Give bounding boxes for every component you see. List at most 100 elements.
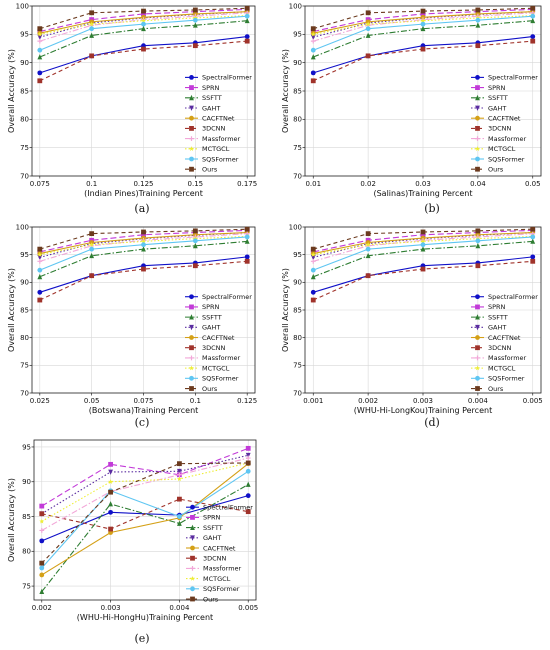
panel-caption: (a) — [134, 202, 149, 215]
legend-label-mctgcl: MCTGCL — [488, 145, 516, 153]
data-point-ssftt — [89, 252, 95, 259]
chart-panel-d: 0.001 0.002 0.003 0.004 0.005 70 75 80 85 90 95 100… — [281, 223, 543, 429]
legend-marker — [190, 596, 195, 602]
legend-label-ours: Ours — [203, 595, 219, 603]
x-tick-label: 0.001 — [303, 397, 323, 405]
legend-marker — [475, 136, 480, 141]
data-point-3dcnn — [192, 43, 198, 49]
series-line-sprn — [39, 8, 248, 33]
legend-marker — [189, 115, 194, 121]
x-tick-label: 0.004 — [468, 397, 489, 405]
legend-marker — [475, 375, 480, 381]
legend-label-3dcnn: 3DCNN — [202, 125, 226, 133]
legend-label-ssftt: SSFTT — [203, 524, 223, 532]
legend-label-cacftnet: CACFTNet — [488, 115, 521, 123]
data-point-ssftt — [244, 17, 250, 24]
series-3dcnn — [37, 38, 250, 84]
legend-label-spectralformer: SpectralFormer — [488, 74, 538, 82]
data-point-sprn — [420, 11, 426, 17]
data-point-3dcnn — [530, 258, 536, 264]
data-point-sqsformer — [475, 17, 481, 23]
data-point-ours — [244, 226, 250, 232]
y-tick-label: 75 — [20, 362, 29, 370]
series-line-3dcnn — [41, 498, 249, 530]
data-point-sqsformer — [365, 26, 371, 32]
legend-marker — [189, 105, 194, 111]
x-tick-label: 0.02 — [360, 180, 376, 188]
data-point-ssftt — [177, 520, 182, 526]
data-point-mctgcl — [192, 15, 198, 21]
series-line-ssftt — [313, 20, 533, 58]
data-point-gaht — [108, 469, 113, 475]
data-point-mctgcl — [365, 242, 371, 247]
y-tick-label: 85 — [20, 87, 29, 95]
data-point-massformer — [310, 258, 316, 264]
legend-marker — [189, 314, 194, 320]
x-axis-label: (WHU-Hi-LongKou)Training Percent — [354, 406, 492, 415]
legend-label-massformer: Massformer — [488, 135, 527, 143]
data-point-mctgcl — [89, 242, 95, 247]
data-point-spectralformer — [530, 34, 536, 39]
data-point-3dcnn — [89, 53, 95, 59]
series-ours — [39, 460, 251, 566]
data-point-ssftt — [530, 238, 536, 244]
x-tick-label: 0.002 — [358, 397, 378, 405]
series-line-ours — [41, 462, 249, 564]
legend-label-massformer: Massformer — [202, 135, 241, 143]
data-point-mctgcl — [89, 21, 95, 27]
x-tick-label: 0.004 — [169, 604, 190, 612]
legend-marker — [475, 115, 480, 121]
data-point-mctgcl — [475, 235, 481, 241]
data-point-sqsformer — [141, 21, 146, 27]
legend-marker — [475, 314, 480, 320]
x-tick-label: 0.003 — [413, 397, 433, 405]
legend-marker — [189, 166, 194, 172]
x-tick-label: 0.125 — [133, 180, 153, 188]
series-ssftt — [37, 17, 250, 60]
y-tick-label: 95 — [20, 251, 29, 259]
data-point-sqsformer — [39, 565, 45, 571]
legend-marker — [189, 75, 194, 80]
data-point-sqsformer — [365, 246, 371, 252]
data-point-3dcnn — [365, 273, 371, 279]
legend-label-sqsformer: SQSFormer — [202, 155, 239, 163]
legend-marker — [190, 566, 195, 571]
data-point-ssftt — [141, 246, 146, 252]
data-point-sqsformer — [244, 13, 250, 19]
legend-label-massformer: Massformer — [488, 354, 527, 362]
panel-caption: (c) — [135, 416, 150, 429]
data-point-mctgcl — [420, 238, 426, 244]
legend-marker — [190, 545, 195, 551]
data-point-ours — [39, 560, 45, 566]
series-sqsformer — [37, 13, 250, 53]
legend-label-spectralformer: SpectralFormer — [202, 293, 252, 301]
data-point-ours — [530, 5, 536, 11]
legend-label-ssftt: SSFTT — [202, 313, 222, 321]
legend-marker — [475, 105, 480, 111]
x-tick-label: 0.04 — [470, 180, 486, 188]
data-point-ssftt — [192, 242, 198, 249]
series-line-mctgcl — [41, 462, 249, 522]
series-sqsformer — [310, 234, 536, 273]
data-point-sqsformer — [37, 267, 43, 273]
legend-label-ssftt: SSFTT — [488, 313, 508, 321]
legend-label-3dcnn: 3DCNN — [488, 125, 512, 133]
legend-label-3dcnn: 3DCNN — [202, 344, 226, 352]
data-point-sqsformer — [310, 47, 316, 53]
legend-marker — [474, 365, 481, 371]
x-tick-label: 0.05 — [84, 397, 100, 405]
data-point-ours — [37, 246, 43, 252]
data-point-spectralformer — [245, 493, 251, 499]
x-tick-label: 0.03 — [415, 180, 431, 188]
data-point-sqsformer — [37, 47, 43, 53]
legend-marker — [188, 365, 195, 371]
chart-panel-b: 0.01 0.02 0.03 0.04 0.05 70 75 80 85 90 95 100 (Sali… — [281, 2, 542, 215]
data-point-ours — [141, 229, 146, 235]
y-tick-label: 70 — [293, 172, 302, 180]
x-tick-label: 0.125 — [237, 397, 257, 405]
data-point-ssftt — [365, 32, 371, 38]
legend: SpectralFormer SPRN SSFTT GAHT CACFTNet 3DCNN… — [186, 504, 253, 603]
data-point-3dcnn — [475, 263, 481, 269]
y-tick-label: 80 — [293, 334, 302, 342]
